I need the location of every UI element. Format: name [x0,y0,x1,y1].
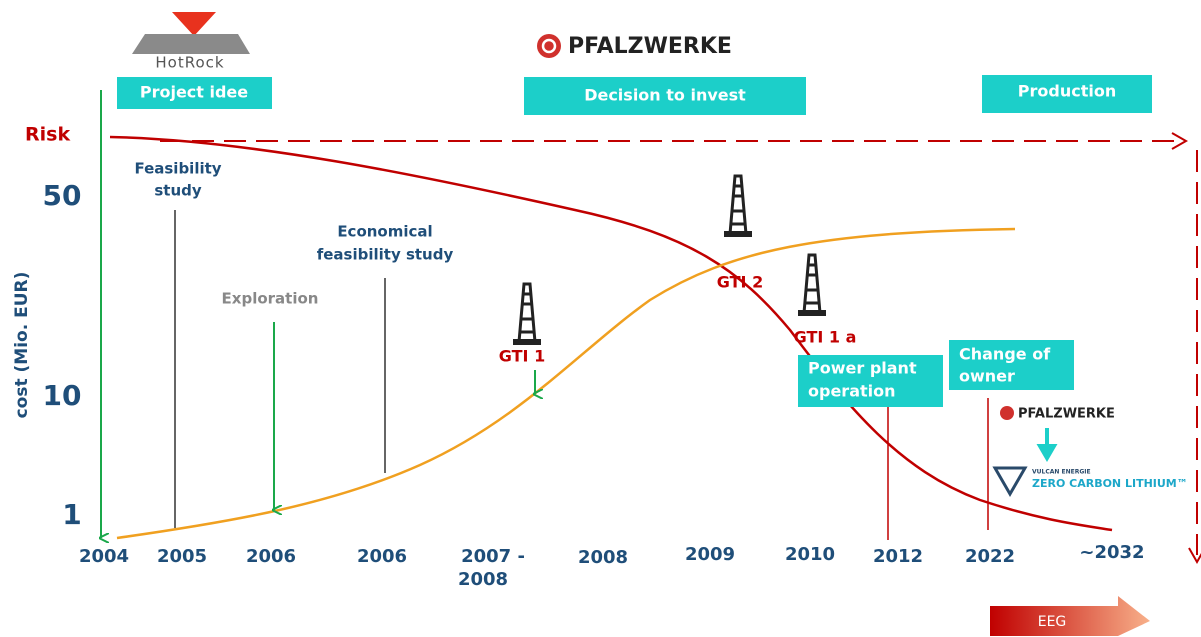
logo-text: VULCAN ENERGIE [1032,469,1091,476]
year: 2006 [357,546,407,567]
year: 2008 [578,547,628,568]
y-tick-label: 50 [43,179,82,212]
year: 2006 [246,546,296,567]
year: 2007 - [461,546,525,567]
event-label: Change of [959,345,1051,364]
well-label: GTI 2 [717,273,763,292]
logo-text: HotRock [155,54,224,72]
well-label: GTI 1 a [794,328,857,347]
step-label: Exploration [222,290,319,308]
step-label: Economical [337,223,432,241]
rig-icon [722,174,754,239]
event-label: owner [959,367,1015,386]
year: 2004 [79,546,129,567]
y-tick-label: 10 [43,379,82,412]
y-tick-label: 1 [62,498,81,531]
rig-icon [511,282,543,347]
hotrock-logo: HotRock [132,12,250,72]
step-label: Feasibility [134,160,221,178]
logo-text: PFALZWERKE [568,34,732,59]
eeg-label: EEG [1038,614,1067,630]
event-box [949,340,1074,390]
logo-text: ZERO CARBON LITHIUM™ [1032,477,1188,490]
step-label: feasibility study [317,246,454,264]
event-label: operation [808,382,896,401]
rig-icon [796,253,828,318]
phase-box [982,75,1152,113]
event-box [798,355,943,407]
eeg-arrow [990,596,1150,636]
risk-curve [109,135,1113,532]
phase: Production [1018,82,1116,101]
pfalzwerke-logo: PFALZWERKE [537,34,732,59]
arrowhead [1188,547,1201,565]
year: 2010 [785,544,835,565]
phase: Decision to invest [584,86,746,105]
year: ~2032 [1079,542,1144,563]
phase-box [524,77,806,115]
year: 2012 [873,546,923,567]
arrowhead [1171,132,1189,150]
phase-box [117,77,272,109]
year: 2005 [157,546,207,567]
year: 2008 [458,569,508,590]
owner-arrow [1036,428,1058,462]
vulcan-mark [992,466,1028,498]
step-label: study [154,182,202,200]
logo-mark [1000,406,1014,420]
event-label: Power plant [808,359,917,378]
logo-text: PFALZWERKE [1018,407,1115,422]
phase: Project idee [140,83,248,102]
risk-label: Risk [25,124,70,146]
y-axis-label: cost (Mio. EUR) [12,272,32,419]
year: 2022 [965,546,1015,567]
well-label: GTI 1 [499,347,545,366]
year: 2009 [685,544,735,565]
